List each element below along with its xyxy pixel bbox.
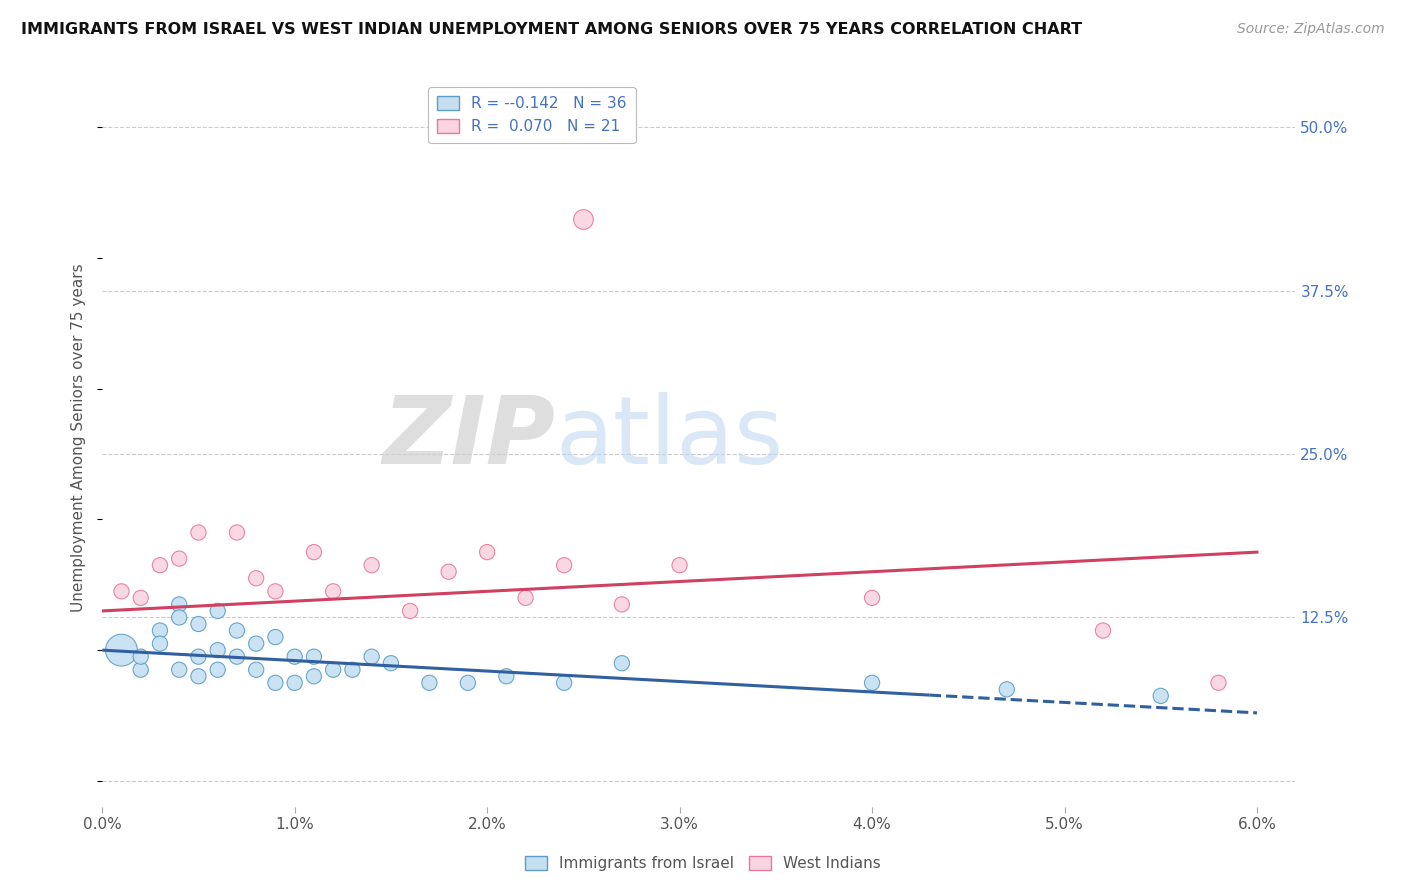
Point [302, 545, 325, 559]
Point [860, 675, 883, 690]
Point [860, 591, 883, 605]
Point [149, 637, 172, 651]
Point [475, 545, 498, 559]
Y-axis label: Unemployment Among Seniors over 75 years: Unemployment Among Seniors over 75 years [72, 263, 86, 612]
Text: Source: ZipAtlas.com: Source: ZipAtlas.com [1237, 22, 1385, 37]
Point [380, 657, 402, 671]
Text: ZIP: ZIP [382, 392, 555, 483]
Point [437, 565, 460, 579]
Point [572, 211, 595, 226]
Point [207, 604, 229, 618]
Point [129, 649, 152, 664]
Point [360, 649, 382, 664]
Point [149, 624, 172, 638]
Point [399, 604, 422, 618]
Legend: R = --0.142   N = 36, R =  0.070   N = 21: R = --0.142 N = 36, R = 0.070 N = 21 [427, 87, 636, 144]
Point [187, 649, 209, 664]
Point [110, 643, 132, 657]
Point [418, 675, 440, 690]
Point [129, 663, 152, 677]
Point [995, 682, 1018, 697]
Text: IMMIGRANTS FROM ISRAEL VS WEST INDIAN UNEMPLOYMENT AMONG SENIORS OVER 75 YEARS C: IMMIGRANTS FROM ISRAEL VS WEST INDIAN UN… [21, 22, 1083, 37]
Point [264, 584, 287, 599]
Point [226, 649, 249, 664]
Point [187, 617, 209, 632]
Point [1150, 689, 1173, 703]
Point [515, 591, 537, 605]
Point [167, 598, 190, 612]
Point [187, 669, 209, 683]
Point [342, 663, 364, 677]
Point [284, 675, 307, 690]
Point [245, 571, 267, 585]
Point [129, 591, 152, 605]
Point [245, 663, 267, 677]
Point [264, 675, 287, 690]
Point [610, 598, 633, 612]
Point [1208, 675, 1230, 690]
Point [167, 551, 190, 566]
Point [187, 525, 209, 540]
Point [1091, 624, 1114, 638]
Point [167, 663, 190, 677]
Point [457, 675, 479, 690]
Point [302, 649, 325, 664]
Point [668, 558, 690, 573]
Point [610, 657, 633, 671]
Point [149, 558, 172, 573]
Point [167, 610, 190, 624]
Point [322, 663, 344, 677]
Point [360, 558, 382, 573]
Point [322, 584, 344, 599]
Point [553, 675, 575, 690]
Point [110, 584, 132, 599]
Point [226, 624, 249, 638]
Legend: Immigrants from Israel, West Indians: Immigrants from Israel, West Indians [519, 850, 887, 877]
Point [264, 630, 287, 644]
Point [284, 649, 307, 664]
Text: atlas: atlas [555, 392, 785, 483]
Point [207, 663, 229, 677]
Point [207, 643, 229, 657]
Point [553, 558, 575, 573]
Point [302, 669, 325, 683]
Point [245, 637, 267, 651]
Point [226, 525, 249, 540]
Point [495, 669, 517, 683]
